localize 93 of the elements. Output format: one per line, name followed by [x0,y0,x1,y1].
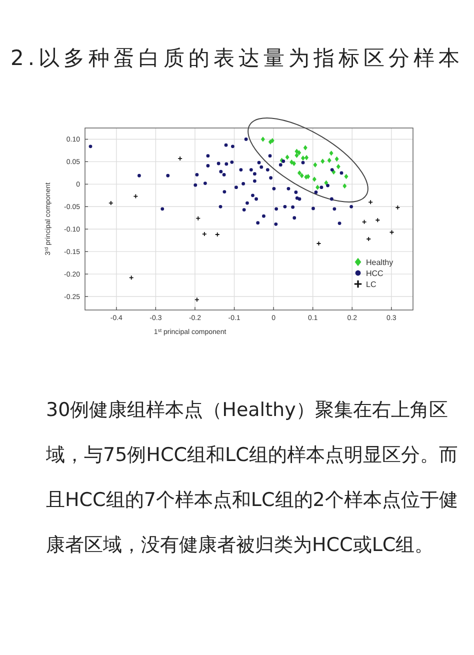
point [219,170,223,174]
point [278,163,282,167]
point [252,172,256,176]
point [283,204,287,208]
point [195,173,199,176]
point [194,297,200,302]
point [292,216,296,220]
point [257,160,261,164]
point [332,207,336,211]
point [224,162,228,166]
point [269,176,272,180]
point [368,200,374,205]
point [294,152,299,158]
point [298,197,302,201]
point [312,206,315,210]
legend-label: Healthy [366,258,394,267]
point [272,186,276,190]
point [166,174,170,178]
point [330,197,334,201]
point [260,165,264,169]
point [375,218,380,223]
point [268,154,272,158]
chart-title: 2.以多种蛋白质的表达量为指标区分样本 [9,45,465,72]
legend-label: LC [366,280,376,289]
point [262,214,266,218]
point [242,208,246,212]
point [301,160,305,164]
point [324,180,328,186]
point [231,144,234,148]
point [330,168,334,172]
point [292,160,296,166]
point [336,164,340,170]
point [350,204,354,208]
point [312,176,316,182]
point [297,170,302,176]
point [344,174,348,180]
point [342,183,347,189]
point [251,194,254,198]
point [239,168,243,172]
point [327,158,332,163]
legend-label: HCC [366,269,384,278]
point [222,173,226,176]
point [366,236,372,242]
point [304,155,309,160]
point [285,154,290,160]
point [249,168,253,172]
point [196,216,201,221]
point [301,156,306,161]
point [314,190,318,194]
point [133,194,138,199]
point [329,150,334,156]
point [395,205,400,210]
point [214,232,220,237]
point [244,138,248,141]
point [320,186,324,190]
point [313,162,318,168]
point [216,162,220,166]
point [224,143,228,147]
point [260,136,265,142]
point [334,156,339,162]
point [246,201,249,205]
point [254,197,258,201]
point [266,168,270,172]
point [206,164,210,168]
point [286,186,290,190]
point [256,221,260,225]
point [338,222,342,225]
point [160,207,164,211]
point [218,204,222,208]
point [206,154,210,158]
point [204,182,207,185]
point [242,182,246,186]
point [320,158,325,164]
point [230,160,234,164]
point [108,200,114,206]
point [297,150,302,156]
point [340,171,344,175]
point [316,184,320,190]
point [274,207,278,211]
point [274,222,278,226]
point [326,184,330,188]
point [252,179,256,183]
point [234,186,238,190]
point [88,144,92,148]
point [128,275,134,280]
point [303,145,308,150]
point [291,205,294,209]
point [138,174,141,178]
point [194,183,198,187]
text: 30例健康组样本点（Healthy）聚集在右上角区域，与75例HCC组和LC组的样本点明显区分。而且HCC组的7个样本点和LC组的2个样本点位于健康者区域，没有健康者被归类为HCC或LC组。 [46,399,458,556]
point [294,190,298,194]
point [222,190,226,194]
point [300,173,304,178]
